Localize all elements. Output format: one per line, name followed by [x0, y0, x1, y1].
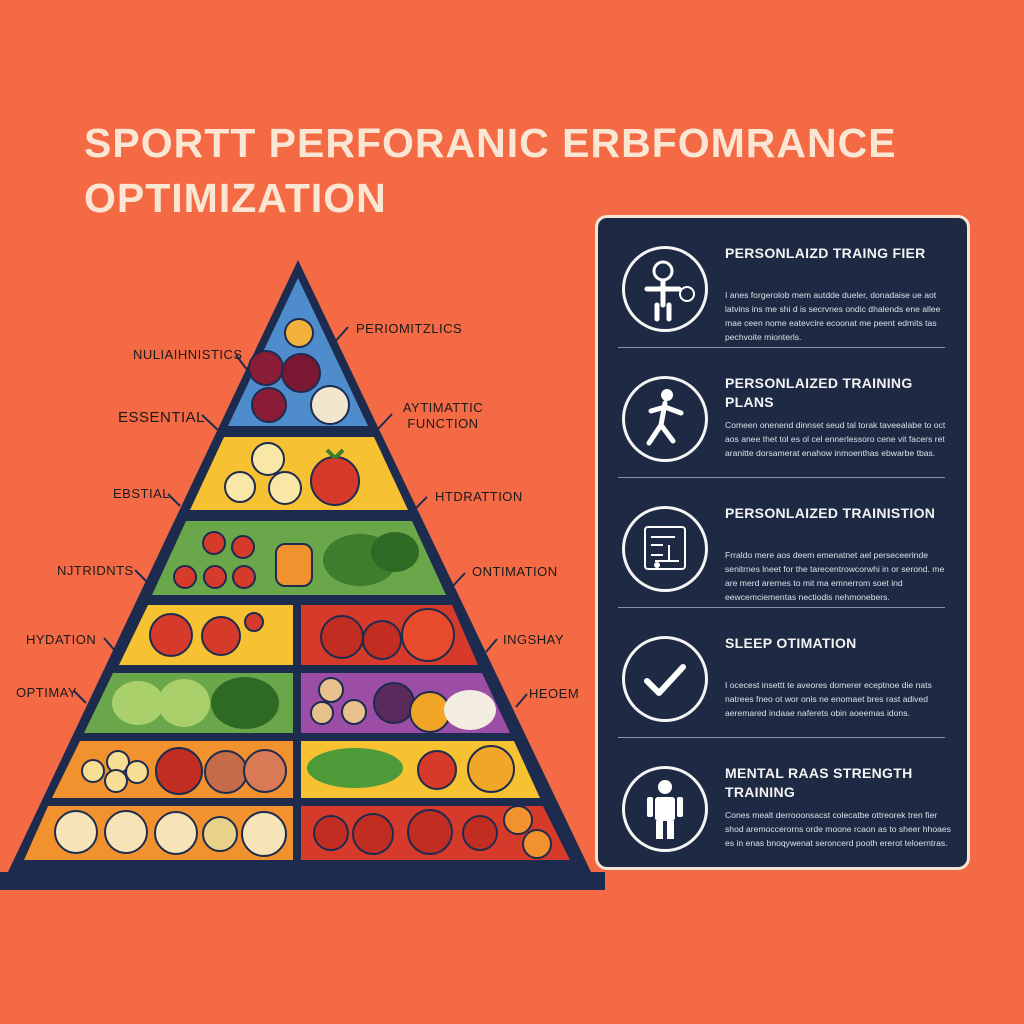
infographic-title-line-1: SPORTT PERFORANIC ERBFOMRANCE [84, 120, 897, 166]
pyramid-left-label-2: ESSENTIAL [118, 409, 206, 426]
divider [618, 737, 945, 738]
panel-item-training-transition: PERSONLAIZED TRAINISTION Frraldo mere ao… [598, 478, 967, 608]
panel-item-training-plans: PERSONLAIZED TRAINING PLANS Comeen onene… [598, 348, 967, 478]
pyramid-right-label-5: INGSHAY [503, 632, 565, 647]
pyramid-base-bar [0, 872, 605, 890]
pyramid-left-label-5: HYDATION [26, 632, 97, 647]
pyramid-right-label-4: ONTIMATION [472, 564, 558, 579]
pyramid-left-label-3: EBSTIAL [113, 486, 170, 501]
infographic-title-line-2: OPTIMIZATION [84, 175, 387, 221]
pyramid-right-label-3: HTDRATTION [435, 489, 523, 504]
panel-item-personalized-training: PERSONLAIZD TRAING FIER I anes forgerolo… [598, 218, 967, 348]
panel-item-title: PERSONLAIZD TRAING FIER [725, 245, 926, 261]
circuit-board-icon [622, 506, 708, 592]
panel-item-title: PERSONLAIZED TRAINING PLANS [725, 375, 913, 410]
divider [618, 607, 945, 608]
person-coach-icon [622, 246, 708, 332]
panel-item-title: PERSONLAIZED TRAINISTION [725, 505, 936, 521]
panel-item-sleep-optimization: SLEEP OTIMATION I ocecest insettt te ave… [598, 608, 967, 738]
panel-item-description: Cones mealt derrooonsacst colecatbe ottr… [725, 810, 951, 848]
standing-person-icon [622, 766, 708, 852]
panel-item-description: I ocecest insettt te aveores domerer ece… [725, 680, 932, 718]
checkmark-icon [622, 636, 708, 722]
panel-item-title: MENTAL RAAS STRENGTH TRAINING [725, 765, 913, 800]
running-person-icon [622, 376, 708, 462]
panel-item-description: I anes forgerolob mem autdde dueler, don… [725, 290, 941, 342]
pyramid-left-label-1: NULIAIHNISTICS [133, 347, 243, 362]
pyramid-left-label-4: NJTRIDNTS [57, 563, 134, 578]
pyramid-right-label-1: PERIOMITZLICS [356, 321, 463, 336]
panel-item-title: SLEEP OTIMATION [725, 635, 857, 651]
panel-item-description: Comeen onenend dinnset seud tal torak ta… [725, 420, 946, 458]
pyramid-right-label-6: HEOEM [529, 686, 580, 701]
training-info-panel: PERSONLAIZD TRAING FIER I anes forgerolo… [595, 215, 970, 870]
panel-item-description: Frraldo mere aos deem emenatnet ael pers… [725, 550, 945, 602]
panel-item-mental-strength-training: MENTAL RAAS STRENGTH TRAINING Cones meal… [598, 738, 967, 868]
pyramid-right-label-2: AYTIMATTIC FUNCTION [402, 400, 484, 431]
nutrition-pyramid [0, 260, 605, 890]
pyramid-left-label-6: OPTIMAY [16, 685, 78, 700]
pyramid-tier-2 [190, 437, 408, 510]
divider [618, 477, 945, 478]
food-illustrations [54, 318, 552, 859]
divider [618, 347, 945, 348]
label-connectors [73, 326, 528, 708]
